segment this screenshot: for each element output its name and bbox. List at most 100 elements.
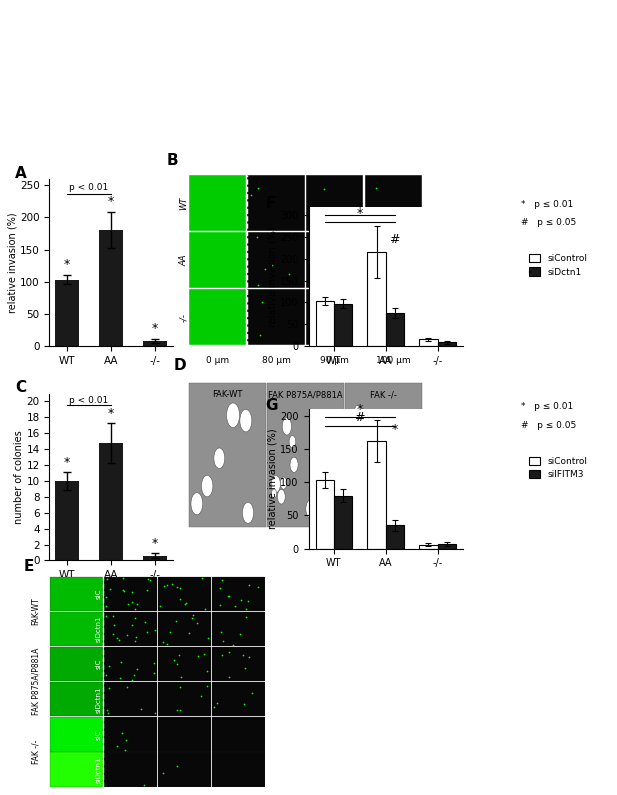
Bar (158, 612, 211, 646)
Bar (365, 232, 422, 289)
Text: F: F (265, 196, 276, 211)
Circle shape (401, 510, 407, 522)
Text: C: C (15, 380, 26, 395)
Bar (247, 289, 305, 345)
Text: G: G (265, 398, 278, 413)
Point (405, 232, 415, 245)
Bar (247, 232, 305, 289)
Bar (189, 176, 246, 231)
Point (254, 181, 263, 194)
Circle shape (354, 405, 362, 420)
Bar (437, 544, 456, 549)
Point (130, 635, 139, 648)
Point (318, 183, 328, 196)
Text: *: * (64, 456, 70, 469)
Text: FAK -/-: FAK -/- (31, 740, 40, 764)
Text: *   p ≤ 0.01: * p ≤ 0.01 (521, 402, 574, 412)
Point (172, 759, 182, 772)
Bar (212, 717, 265, 751)
Point (171, 615, 181, 627)
Point (162, 579, 172, 591)
Bar (386, 525, 404, 549)
Point (257, 296, 267, 308)
Point (126, 619, 136, 632)
Point (215, 599, 225, 611)
Point (122, 681, 132, 693)
Point (169, 654, 179, 667)
Point (255, 329, 265, 342)
Point (376, 303, 386, 316)
Point (175, 582, 184, 595)
Circle shape (357, 459, 362, 468)
Text: #   p ≤ 0.05: # p ≤ 0.05 (521, 218, 577, 227)
Text: FAK-WT: FAK-WT (31, 598, 40, 626)
Text: p < 0.01: p < 0.01 (70, 396, 109, 405)
Text: siC: siC (96, 659, 102, 669)
Point (149, 656, 159, 669)
Point (238, 649, 247, 661)
Point (150, 624, 160, 637)
Bar (55, 481, 79, 560)
Text: A: A (15, 165, 27, 180)
Circle shape (329, 423, 336, 438)
Bar (143, 341, 167, 346)
Point (197, 572, 207, 584)
Circle shape (324, 421, 334, 441)
Point (217, 574, 226, 587)
Bar (267, 383, 344, 527)
Text: p < 0.01: p < 0.01 (70, 183, 109, 192)
Point (187, 611, 197, 624)
Bar (365, 289, 422, 345)
Point (145, 574, 155, 587)
Point (371, 181, 381, 194)
Bar (247, 176, 305, 231)
Point (172, 581, 182, 594)
Point (384, 301, 394, 313)
Bar (346, 383, 422, 527)
Point (101, 669, 111, 681)
Text: *: * (64, 258, 70, 271)
Point (373, 312, 383, 325)
Point (120, 734, 130, 747)
Text: siDctn1: siDctn1 (96, 686, 102, 712)
Text: -/-: -/- (179, 313, 188, 322)
Bar (212, 612, 265, 646)
Text: #   p ≤ 0.05: # p ≤ 0.05 (521, 421, 577, 429)
Point (307, 239, 317, 252)
Bar (158, 717, 211, 751)
Bar (212, 752, 265, 787)
Point (175, 681, 184, 693)
Point (123, 598, 133, 611)
Circle shape (402, 428, 407, 437)
Bar (365, 176, 422, 231)
Point (188, 609, 198, 622)
Bar (158, 752, 211, 787)
Text: siDctn1: siDctn1 (96, 756, 102, 783)
Point (112, 740, 122, 753)
Bar (104, 647, 157, 681)
Y-axis label: relative invasion (%): relative invasion (%) (267, 226, 278, 327)
Circle shape (319, 467, 326, 480)
Text: FAK -/-: FAK -/- (370, 390, 397, 399)
Point (247, 687, 257, 700)
Point (117, 656, 126, 669)
Point (284, 268, 294, 281)
Circle shape (393, 476, 400, 490)
Point (202, 680, 212, 692)
Circle shape (392, 467, 399, 479)
Text: FAK P875A/P881A: FAK P875A/P881A (31, 648, 40, 716)
Point (102, 573, 112, 586)
Point (172, 704, 181, 716)
Text: siC: siC (96, 589, 102, 599)
Point (118, 584, 128, 597)
Text: siDctn1: siDctn1 (96, 616, 102, 642)
Point (117, 727, 126, 739)
Bar (104, 752, 157, 787)
Bar (50, 612, 103, 646)
Text: WT: WT (179, 196, 188, 210)
Bar (158, 682, 211, 716)
Legend: siControl, silFITM3: siControl, silFITM3 (526, 453, 591, 483)
Point (101, 610, 110, 622)
Point (215, 582, 225, 595)
Point (241, 602, 251, 615)
